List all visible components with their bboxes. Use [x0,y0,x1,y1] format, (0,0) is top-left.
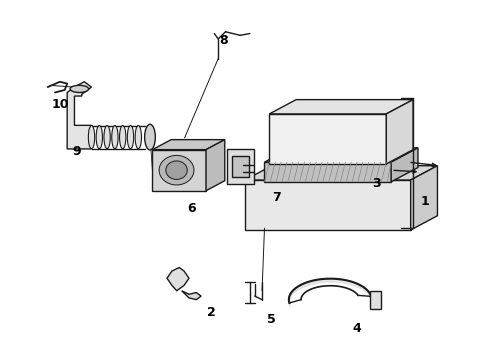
Polygon shape [369,291,381,309]
Text: 6: 6 [187,202,196,215]
Polygon shape [206,140,225,191]
Text: 4: 4 [353,322,362,335]
Text: 1: 1 [421,195,430,208]
Polygon shape [167,267,189,291]
Polygon shape [152,140,225,150]
Polygon shape [232,156,249,177]
Polygon shape [386,100,413,164]
Ellipse shape [120,126,126,149]
Text: 7: 7 [272,192,281,204]
Polygon shape [270,100,413,114]
Polygon shape [245,180,411,230]
Polygon shape [245,166,438,180]
Ellipse shape [166,161,187,179]
Ellipse shape [104,126,110,149]
Polygon shape [265,162,391,182]
Ellipse shape [88,126,95,149]
Ellipse shape [135,126,142,149]
Ellipse shape [96,126,102,149]
Polygon shape [67,82,92,149]
Ellipse shape [159,156,194,185]
Text: 9: 9 [73,145,81,158]
Polygon shape [227,149,254,184]
Polygon shape [152,150,206,191]
Ellipse shape [70,85,89,93]
Text: 8: 8 [219,34,227,47]
Polygon shape [391,148,418,182]
Text: 5: 5 [268,313,276,326]
Ellipse shape [112,126,118,149]
Text: 3: 3 [372,177,381,190]
Ellipse shape [127,126,134,149]
Polygon shape [411,166,438,230]
Polygon shape [270,114,386,164]
Polygon shape [182,291,201,300]
Text: 10: 10 [51,99,69,112]
Ellipse shape [145,124,155,150]
Polygon shape [265,148,418,162]
Text: 2: 2 [206,306,215,319]
